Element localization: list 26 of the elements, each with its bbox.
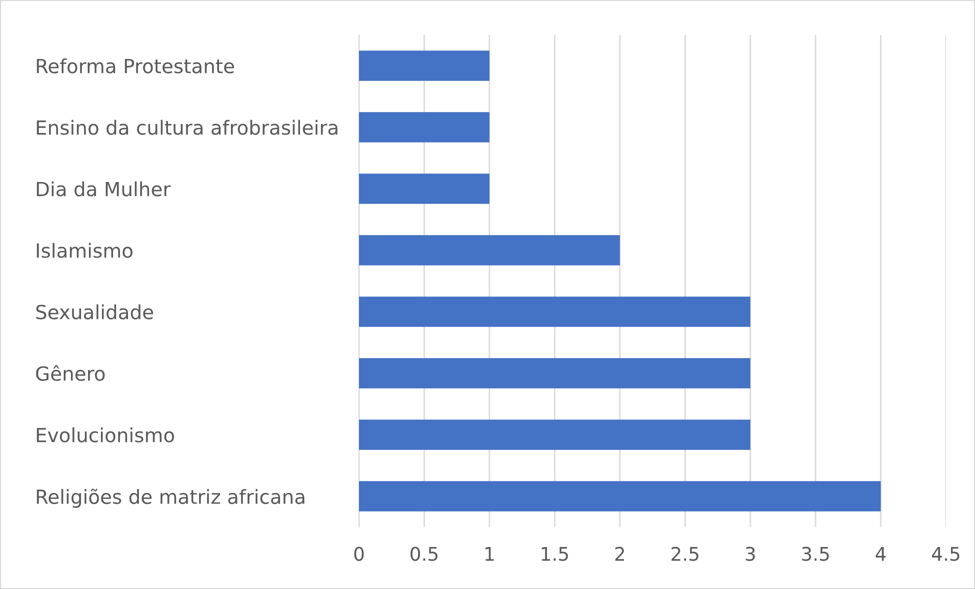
bar (359, 358, 750, 388)
bar (359, 481, 881, 512)
x-tick-label: 0.5 (410, 546, 438, 561)
x-tick-label: 2 (615, 546, 624, 561)
x-tick-label: 4 (876, 547, 886, 561)
y-tick-label: Religiões de matriz africana (36, 488, 304, 508)
x-tick-label: 0 (354, 546, 364, 561)
bar (359, 420, 750, 450)
bar (359, 174, 490, 204)
y-tick-label: Sexualidade (36, 304, 154, 320)
x-tick-label: 4.5 (932, 547, 960, 561)
x-tick-label: 3.5 (802, 546, 829, 561)
x-tick-label: 2.5 (672, 546, 698, 561)
y-tick-label: Dia da Mulher (36, 181, 171, 196)
y-tick-label: Reforma Protestante (36, 58, 234, 74)
y-tick-label: Evolucionismo (36, 427, 174, 442)
bar (359, 235, 620, 266)
x-tick-label: 3 (746, 546, 755, 561)
bar (359, 296, 750, 327)
x-tick-label: 1.5 (542, 547, 568, 561)
bar (359, 112, 490, 142)
y-tick-label: Ensino da cultura afrobrasileira (36, 120, 338, 135)
y-tick-label: Islamismo (36, 242, 132, 258)
bar (359, 50, 490, 81)
x-tick-label: 1 (486, 547, 494, 561)
y-tick-label: Gênero (36, 365, 105, 381)
